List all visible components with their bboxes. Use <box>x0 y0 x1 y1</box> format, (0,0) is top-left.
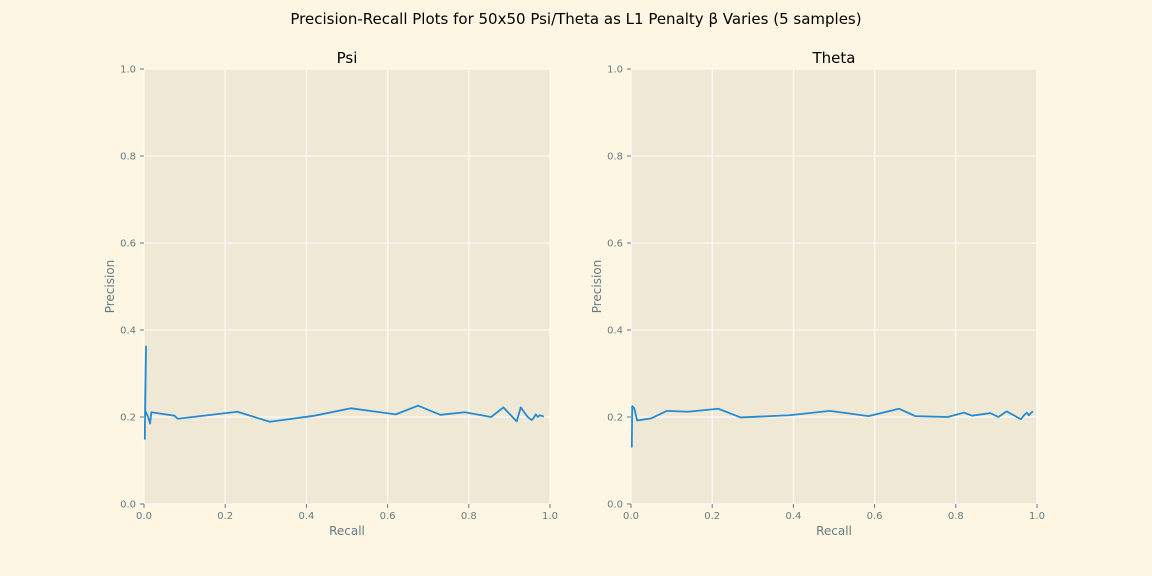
x-axis-label: Recall <box>329 524 365 538</box>
plot-area <box>631 69 1037 504</box>
x-tick-label: 0.2 <box>217 511 233 522</box>
y-tick-label: 0.0 <box>120 500 136 511</box>
y-tick-label: 0.2 <box>120 413 136 424</box>
y-tick-label: 0.4 <box>120 326 136 337</box>
x-axis-label: Recall <box>816 524 852 538</box>
series-line <box>630 405 1034 448</box>
figure-suptitle: Precision-Recall Plots for 50x50 Psi/The… <box>290 10 861 28</box>
subplot-theta: 0.0 0.2 0.4 0.6 0.8 1.0 0.0 0.2 0.4 0.6 0.8 1.0 Reca… <box>590 49 1045 538</box>
series-line <box>143 345 545 440</box>
x-tick-label: 0.8 <box>948 511 964 522</box>
subplot-psi: 0.0 0.2 0.4 0.6 0.8 1.0 0.0 0.2 0.4 0.6 0.8 1.0 Reca… <box>103 49 558 538</box>
subplots: 0.0 0.2 0.4 0.6 0.8 1.0 0.0 0.2 0.4 0.6 0.8 1.0 Reca… <box>103 49 1045 538</box>
y-tick-label: 1.0 <box>607 65 623 76</box>
x-tick-label: 0.0 <box>623 511 639 522</box>
subplot-title: Psi <box>337 49 358 67</box>
x-tick-label: 0.2 <box>704 511 720 522</box>
y-tick-label: 0.8 <box>120 152 136 163</box>
y-tick-label: 0.4 <box>607 326 623 337</box>
y-tick-label: 0.6 <box>607 239 623 250</box>
x-tick-label: 0.6 <box>867 511 883 522</box>
y-tick-label: 0.8 <box>607 152 623 163</box>
y-tick-label: 0.2 <box>607 413 623 424</box>
y-tick-label: 1.0 <box>120 65 136 76</box>
plot-area <box>144 69 550 504</box>
x-tick-label: 0.8 <box>461 511 477 522</box>
x-tick-label: 0.0 <box>136 511 152 522</box>
subplot-title: Theta <box>812 49 856 67</box>
x-tick-label: 0.4 <box>785 511 801 522</box>
y-tick-label: 0.0 <box>607 500 623 511</box>
y-axis-label: Precision <box>590 260 604 314</box>
x-tick-label: 1.0 <box>542 511 558 522</box>
x-tick-label: 0.6 <box>380 511 396 522</box>
y-tick-label: 0.6 <box>120 239 136 250</box>
x-tick-label: 1.0 <box>1029 511 1045 522</box>
y-axis-label: Precision <box>103 260 117 314</box>
x-tick-label: 0.4 <box>298 511 314 522</box>
